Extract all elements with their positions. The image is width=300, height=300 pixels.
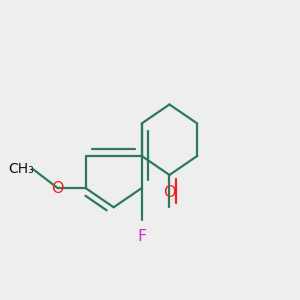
Text: CH₃: CH₃	[9, 162, 34, 176]
Text: O: O	[163, 185, 176, 200]
Text: O: O	[52, 181, 64, 196]
Text: F: F	[137, 229, 146, 244]
